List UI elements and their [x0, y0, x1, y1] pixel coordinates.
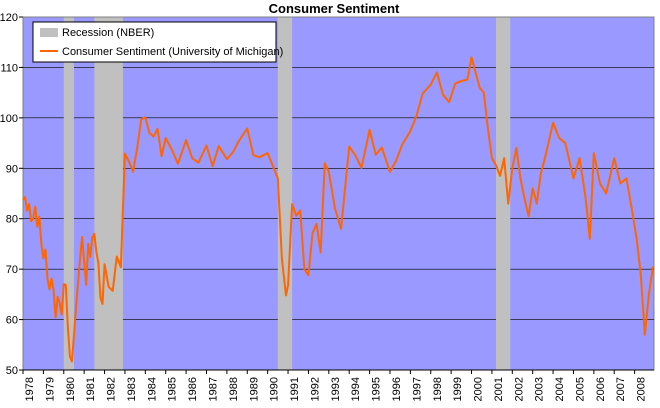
x-tick-label: 1997	[411, 377, 423, 401]
x-tick-label: 1986	[187, 377, 199, 401]
x-tick-label: 1988	[228, 377, 240, 401]
y-tick-label: 120	[0, 12, 18, 24]
recession-bands	[63, 17, 511, 370]
recession-band	[94, 17, 123, 370]
recession-band	[277, 17, 293, 370]
x-tick-label: 1996	[391, 377, 403, 401]
x-tick-label: 1993	[330, 377, 342, 401]
legend-label-recession: Recession (NBER)	[62, 27, 154, 39]
x-tick-label: 1989	[248, 377, 260, 401]
x-tick-label: 2002	[513, 377, 525, 401]
y-tick-label: 50	[6, 365, 18, 377]
x-tick-label: 1995	[371, 377, 383, 401]
x-tick-label: 1978	[24, 377, 36, 401]
x-tick-label: 1998	[432, 377, 444, 401]
x-tick-label: 2008	[636, 377, 648, 401]
recession-band	[495, 17, 511, 370]
y-tick-label: 110	[0, 62, 18, 74]
x-tick-label: 2004	[554, 377, 566, 401]
y-tick-label: 60	[6, 315, 18, 327]
x-tick-label: 1983	[126, 377, 138, 401]
x-tick-label: 1991	[289, 377, 301, 401]
x-tick-label: 1994	[350, 377, 362, 401]
x-tick-label: 1992	[309, 377, 321, 401]
y-tick-label: 90	[6, 163, 18, 175]
x-tick-label: 1999	[452, 377, 464, 401]
gridlines	[23, 67, 654, 320]
y-tick-label: 80	[6, 214, 18, 226]
legend-label-sentiment: Consumer Sentiment (University of Michig…	[62, 46, 283, 58]
y-tick-label: 100	[0, 113, 18, 125]
x-tick-label: 2001	[493, 377, 505, 401]
y-tick-label: 70	[6, 264, 18, 276]
x-tick-label: 1980	[65, 377, 77, 401]
x-tick-label: 1981	[85, 377, 97, 401]
x-tick-label: 2006	[595, 377, 607, 401]
x-tick-label: 1979	[44, 377, 56, 401]
plot-area	[22, 16, 655, 371]
x-tick-label: 1990	[269, 377, 281, 401]
x-tick-label: 1984	[146, 377, 158, 401]
chart-title: Consumer Sentiment	[269, 1, 400, 16]
y-axis: 50 60 70 80 90 100 110 120	[0, 12, 23, 377]
x-tick-label: 1985	[167, 377, 179, 401]
legend-box	[32, 21, 277, 63]
x-axis: 1978 1979 1980 1981 1982 1983 1984 1985 1986 1987…	[22, 369, 654, 401]
x-tick-label: 2000	[473, 377, 485, 401]
sentiment-series	[22, 56, 654, 363]
legend-swatch-recession	[40, 28, 58, 37]
recession-band	[63, 17, 74, 370]
legend: Recession (NBER) Consumer Sentiment (Uni…	[32, 21, 283, 63]
x-tick-label: 2003	[534, 377, 546, 401]
x-tick-label: 1982	[106, 377, 118, 401]
x-tick-label: 2005	[574, 377, 586, 401]
x-tick-label: 2007	[615, 377, 627, 401]
sentiment-line	[22, 56, 654, 363]
x-tick-label: 1987	[207, 377, 219, 401]
